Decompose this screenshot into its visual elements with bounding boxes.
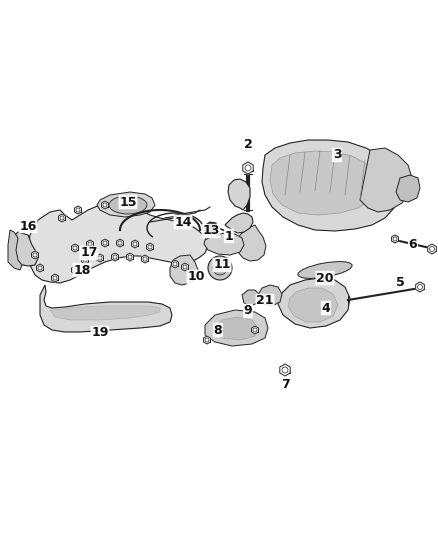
Polygon shape: [71, 266, 78, 274]
Polygon shape: [36, 264, 43, 272]
Polygon shape: [204, 222, 218, 234]
Polygon shape: [278, 278, 350, 328]
Polygon shape: [360, 148, 412, 212]
Polygon shape: [97, 192, 155, 217]
Polygon shape: [50, 306, 160, 320]
Text: 8: 8: [214, 324, 223, 336]
Polygon shape: [416, 282, 424, 292]
Polygon shape: [8, 230, 22, 270]
Polygon shape: [102, 239, 109, 247]
Polygon shape: [251, 326, 258, 334]
Polygon shape: [170, 255, 198, 285]
Text: 5: 5: [396, 276, 404, 288]
Polygon shape: [32, 251, 39, 259]
Polygon shape: [96, 254, 103, 262]
Polygon shape: [205, 310, 268, 346]
Polygon shape: [147, 243, 153, 251]
Polygon shape: [392, 235, 399, 243]
Polygon shape: [258, 285, 282, 306]
Text: 11: 11: [213, 259, 231, 271]
Text: 13: 13: [202, 224, 220, 238]
Polygon shape: [288, 288, 338, 322]
Polygon shape: [112, 253, 118, 261]
Polygon shape: [270, 151, 376, 215]
Polygon shape: [28, 203, 208, 283]
Text: 3: 3: [333, 149, 341, 161]
Polygon shape: [10, 232, 38, 266]
Polygon shape: [127, 253, 134, 261]
Ellipse shape: [109, 196, 147, 214]
Polygon shape: [102, 201, 109, 209]
Circle shape: [208, 256, 232, 280]
Polygon shape: [427, 244, 436, 254]
Polygon shape: [242, 290, 260, 306]
Polygon shape: [71, 244, 78, 252]
Polygon shape: [40, 285, 172, 332]
Text: 4: 4: [321, 302, 330, 314]
Text: 21: 21: [256, 295, 274, 308]
Text: 15: 15: [119, 196, 137, 208]
Polygon shape: [87, 240, 93, 248]
Polygon shape: [59, 214, 65, 222]
Polygon shape: [81, 256, 88, 264]
Text: 14: 14: [174, 215, 192, 229]
Text: 7: 7: [281, 378, 290, 392]
Text: 6: 6: [409, 238, 417, 252]
Polygon shape: [131, 240, 138, 248]
Text: 9: 9: [244, 304, 252, 318]
Text: 10: 10: [187, 271, 205, 284]
Polygon shape: [225, 213, 253, 233]
Polygon shape: [204, 336, 211, 344]
Polygon shape: [280, 364, 290, 376]
Polygon shape: [141, 255, 148, 263]
Polygon shape: [127, 200, 134, 208]
Polygon shape: [181, 263, 188, 271]
Polygon shape: [117, 239, 124, 247]
Polygon shape: [172, 260, 178, 268]
Polygon shape: [396, 175, 420, 202]
Polygon shape: [262, 140, 398, 231]
Polygon shape: [237, 225, 266, 261]
Text: 20: 20: [316, 271, 334, 285]
Polygon shape: [243, 162, 253, 174]
Text: 1: 1: [225, 230, 233, 243]
Polygon shape: [52, 274, 58, 282]
Text: 16: 16: [19, 220, 37, 232]
Text: 18: 18: [73, 263, 91, 277]
Text: 17: 17: [80, 246, 98, 260]
Polygon shape: [74, 206, 81, 214]
Text: 19: 19: [91, 327, 109, 340]
Circle shape: [213, 261, 227, 275]
Polygon shape: [228, 179, 250, 210]
Polygon shape: [214, 317, 258, 340]
Polygon shape: [204, 233, 244, 255]
Ellipse shape: [298, 262, 352, 278]
Polygon shape: [215, 326, 222, 334]
Text: 2: 2: [244, 139, 252, 151]
